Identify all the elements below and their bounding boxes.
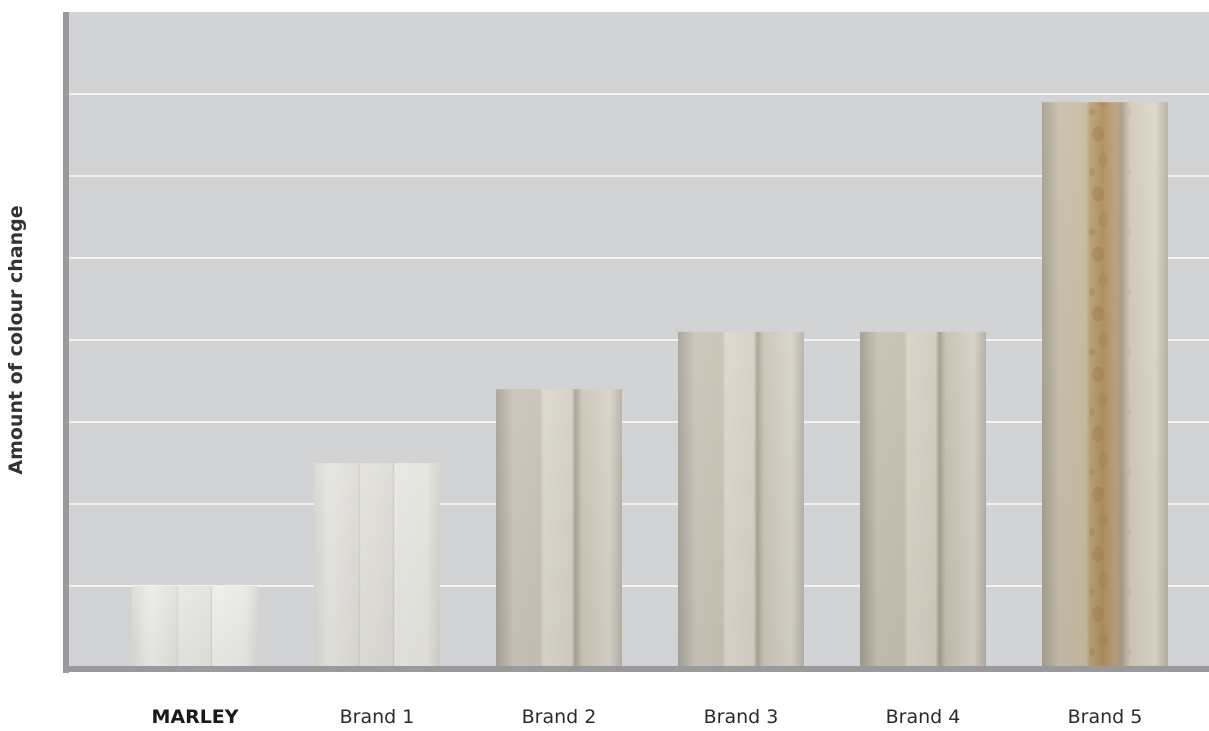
gridlines bbox=[69, 93, 1209, 587]
bar-stain-texture bbox=[1086, 102, 1131, 668]
x-tick-label-brand-2: Brand 2 bbox=[522, 706, 597, 728]
bar-shading-4 bbox=[678, 331, 804, 668]
bar-shading-5 bbox=[860, 331, 986, 668]
bar-shading-1 bbox=[132, 586, 258, 668]
y-axis-label: Amount of colour change bbox=[5, 205, 27, 474]
bar-shading-3 bbox=[496, 389, 622, 668]
x-tick-labels: MARLEY Brand 1 Brand 2 Brand 3 Brand 4 Brand … bbox=[151, 706, 1142, 728]
bars bbox=[132, 102, 1168, 668]
x-axis-line bbox=[63, 666, 1209, 672]
x-tick-label-brand-1: Brand 1 bbox=[340, 706, 415, 728]
y-axis-line bbox=[63, 12, 69, 673]
x-tick-label-brand-3: Brand 3 bbox=[704, 706, 779, 728]
x-tick-label-brand-4: Brand 4 bbox=[886, 706, 961, 728]
x-tick-label-brand-5: Brand 5 bbox=[1068, 706, 1143, 728]
bar-shading-2 bbox=[314, 463, 440, 668]
x-tick-label-marley: MARLEY bbox=[151, 706, 238, 728]
